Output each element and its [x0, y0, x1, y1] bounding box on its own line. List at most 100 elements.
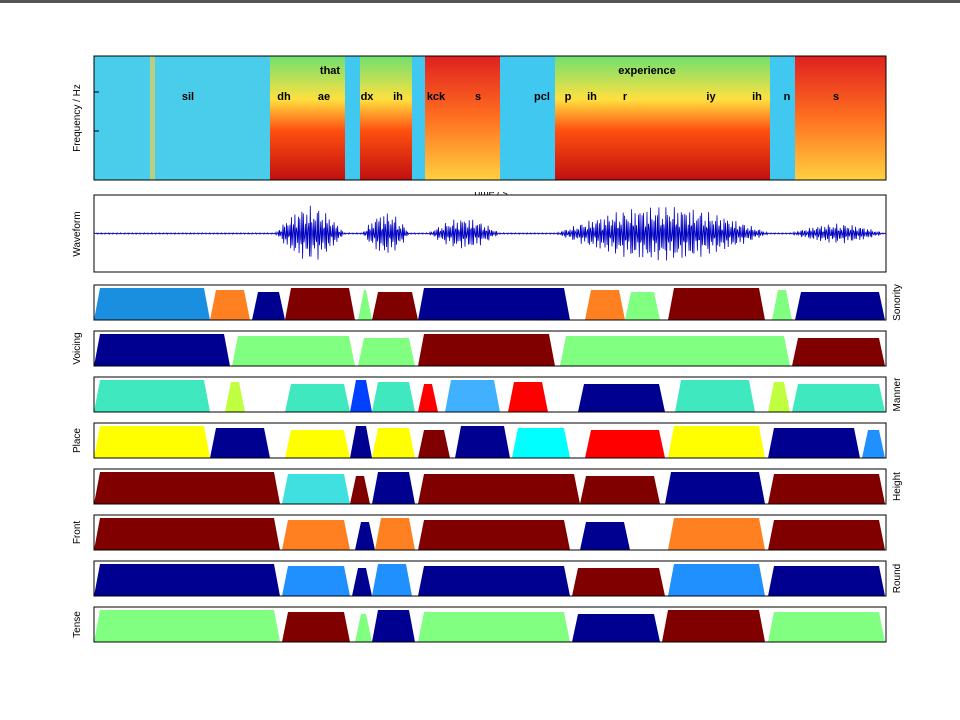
feature-region [350, 380, 372, 412]
feature-region [358, 338, 415, 366]
spectrogram: Frequency / Hz Time / s that experiencesi… [72, 55, 887, 199]
feature-region [795, 292, 885, 320]
y-axis-label: Waveform [72, 211, 83, 256]
feature-region [675, 380, 755, 412]
feature-region [862, 430, 885, 458]
panel-label: Manner [892, 377, 903, 412]
panel-label: Place [72, 428, 83, 453]
feature-region [372, 428, 415, 458]
feature-region [585, 290, 625, 320]
panel-frame [93, 560, 887, 597]
region [795, 56, 886, 180]
panel-label: Front [72, 521, 83, 545]
phone-label: dx [361, 91, 375, 103]
feature-region [372, 472, 415, 504]
feature-region [455, 426, 510, 458]
feature-region [210, 290, 250, 320]
feature-panel: Round [93, 560, 903, 597]
feature-region [350, 426, 372, 458]
feature-region [668, 564, 765, 596]
phone-label: kck [427, 91, 446, 103]
feature-region [668, 518, 765, 550]
feature-region [625, 292, 660, 320]
feature-region [94, 518, 280, 550]
feature-region [418, 384, 438, 412]
feature-region [355, 522, 375, 550]
phone-label: dh [277, 91, 291, 103]
feature-region [768, 428, 860, 458]
feature-panel: Front [72, 514, 887, 551]
feature-region [768, 474, 885, 504]
feature-region [372, 292, 418, 320]
feature-region [668, 426, 765, 458]
feature-region [772, 290, 792, 320]
panel-frame [93, 284, 887, 321]
feature-region [225, 382, 245, 412]
feature-region [418, 566, 570, 596]
feature-panels: Sonority Voicing Manner Place Height Front Rou… [72, 284, 903, 643]
top-bar [0, 0, 960, 3]
phone-label: r [623, 91, 628, 103]
phone-label: s [475, 91, 481, 103]
phone-label: ih [393, 91, 403, 103]
region [270, 56, 345, 180]
panel-frame [93, 330, 887, 367]
feature-region [94, 380, 210, 412]
feature-region [792, 338, 885, 366]
phone-label: ih [752, 91, 762, 103]
feature-region [418, 288, 570, 320]
feature-region [508, 382, 548, 412]
feature-panel: Sonority [93, 284, 903, 321]
feature-region [350, 476, 370, 504]
feature-region [282, 566, 350, 596]
feature-region [662, 610, 765, 642]
phone-label: iy [706, 91, 716, 103]
panel-frame [93, 422, 887, 459]
feature-panel: Place [72, 422, 887, 459]
y-axis-label: Frequency / Hz [72, 84, 83, 152]
panel-frame [93, 606, 887, 643]
region [150, 56, 155, 180]
feature-region [418, 334, 555, 366]
feature-region [210, 428, 270, 458]
feature-region [768, 520, 885, 550]
feature-region [285, 430, 350, 458]
phone-label: pcl [534, 91, 550, 103]
feature-region [572, 614, 660, 642]
feature-region [285, 288, 355, 320]
feature-region [375, 518, 415, 550]
feature-region [372, 610, 415, 642]
feature-region [512, 428, 570, 458]
mask [94, 186, 886, 192]
phone-label: s [833, 91, 839, 103]
panel-frame [93, 468, 887, 505]
feature-region [94, 334, 230, 366]
region [94, 56, 270, 180]
phone-label: n [784, 91, 791, 103]
region [555, 56, 770, 180]
x-axis-label: Time / s [472, 188, 507, 199]
feature-region [94, 426, 210, 458]
feature-region [372, 564, 412, 596]
feature-region [418, 474, 580, 504]
feature-panel: Voicing [72, 330, 887, 367]
feature-region [418, 520, 570, 550]
panel-label: Voicing [72, 332, 83, 364]
word-label: experience [618, 65, 675, 77]
phone-label: ih [587, 91, 597, 103]
panel-frame [93, 514, 887, 551]
feature-region [94, 564, 280, 596]
feature-region [285, 384, 350, 412]
feature-region [232, 336, 355, 366]
feature-region [372, 382, 415, 412]
region [360, 56, 412, 180]
feature-region [358, 290, 372, 320]
feature-region [768, 382, 790, 412]
feature-region [282, 520, 350, 550]
feature-region [418, 430, 450, 458]
phone-label: sil [182, 91, 194, 103]
feature-panel: Height [93, 468, 903, 505]
feature-region [580, 522, 630, 550]
word-label: that [320, 65, 341, 77]
feature-region [282, 474, 350, 504]
